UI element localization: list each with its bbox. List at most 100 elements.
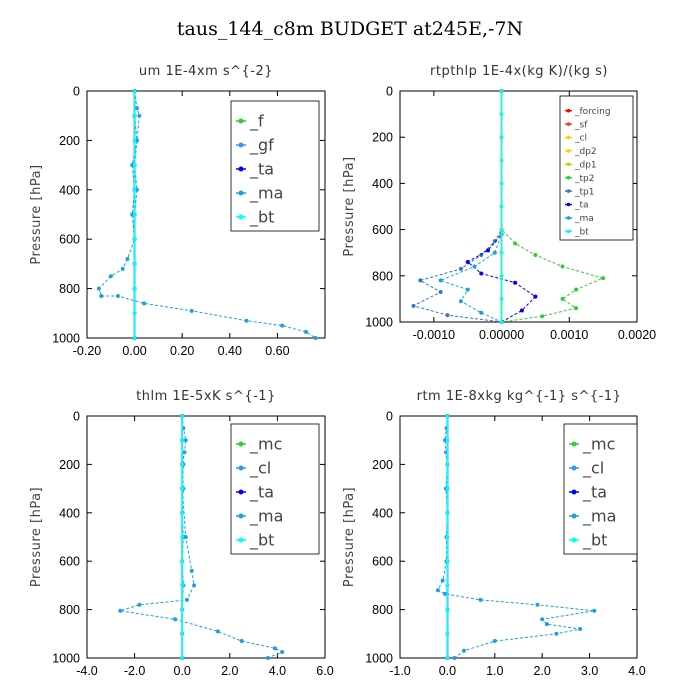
data-point-bt (180, 438, 184, 443)
data-point-bt (180, 559, 184, 563)
data-point-bt (132, 188, 137, 192)
legend-marker (238, 166, 244, 172)
legend-box (563, 423, 638, 555)
data-point-bt (180, 632, 184, 636)
legend-box (559, 95, 634, 241)
legend: _mc _cl _ta _ma _bt (230, 423, 320, 555)
legend-marker (571, 441, 577, 447)
data-point-bt (499, 250, 504, 255)
x-tick-label: 0.00 (122, 344, 146, 358)
series-line-ma (437, 416, 595, 659)
x-tick-label: 2.0 (221, 664, 238, 678)
y-tick-label: 200 (372, 458, 393, 472)
data-point-cl (182, 450, 187, 455)
data-point-tp1 (418, 278, 423, 283)
figure-title: taus_144_c8m BUDGET at245E,-7N (176, 18, 524, 40)
legend-marker (238, 465, 244, 471)
data-point-tp2 (540, 314, 545, 319)
legend-label: _bt (249, 531, 274, 551)
data-point-tp1 (438, 289, 443, 294)
x-tick-label: 0.0010 (550, 328, 588, 342)
legend-label: _ta (249, 483, 274, 503)
data-point-ma (120, 266, 125, 271)
data-point-bt (445, 656, 450, 660)
data-point-ma (452, 656, 457, 660)
data-point-bt (180, 511, 184, 515)
data-point-ma (265, 656, 270, 660)
legend-label: _mc (582, 435, 615, 455)
plot-frame (86, 415, 326, 659)
data-point-ma (535, 602, 540, 607)
y-tick-label: 0 (73, 410, 80, 424)
x-tick-label: -2.0 (124, 664, 146, 678)
panel-title: thlm 1E-5xK s^{-1} (136, 389, 276, 404)
data-point-bt (180, 486, 184, 491)
data-point-bt (445, 583, 450, 588)
data-point-ma (215, 629, 220, 634)
x-tick-label: 0.0 (439, 664, 456, 678)
legend-marker (238, 142, 244, 148)
chart-panel-1: um 1E-4xm s^{-2} Pressure [hPa] -0.20 0.00 0… (29, 64, 326, 358)
data-point-bt (499, 158, 504, 163)
legend-marker (566, 135, 571, 140)
legend-marker (571, 489, 577, 495)
data-point-bt (180, 535, 184, 539)
data-point-bt (445, 559, 450, 563)
legend-marker (238, 190, 244, 196)
legend-label: _dp2 (574, 147, 597, 157)
data-point-cl (183, 438, 188, 443)
legend: _forcing _sf _cl _dp2 _dp1 _tp2 _tp1 _ta _ma _bt (559, 95, 634, 241)
data-point-gf (134, 106, 139, 111)
legend-marker (238, 489, 244, 495)
data-point-bt (499, 181, 504, 186)
data-point-ta (486, 248, 491, 253)
data-point-tp2 (533, 253, 538, 258)
legend-label: _mc (249, 435, 282, 455)
x-tick-label: 4.0 (628, 664, 645, 678)
y-tick-label: 800 (59, 603, 80, 617)
x-tick-label: 0.20 (170, 344, 194, 358)
data-point-bt (132, 212, 137, 217)
x-tick-label: 0.0020 (618, 328, 656, 342)
data-point-ma (443, 591, 448, 596)
y-tick-label: 400 (59, 183, 80, 197)
data-point-ta (465, 259, 470, 264)
data-point-ma (313, 336, 318, 340)
data-point-ma (108, 274, 113, 279)
legend-marker (566, 216, 571, 220)
legend-marker (571, 537, 577, 543)
legend-label: _bt (574, 227, 589, 237)
data-point-bt (180, 656, 184, 660)
data-point-ma (280, 649, 285, 654)
data-point-bt (499, 112, 504, 116)
legend-label: _f (249, 112, 264, 132)
data-point-ma (544, 622, 549, 627)
y-axis-label: Pressure [hPa] (342, 156, 357, 256)
legend-marker (238, 513, 244, 519)
legend-marker (566, 108, 571, 113)
data-point-bt (132, 138, 137, 143)
data-point-tp2 (574, 306, 579, 311)
data-point-bt (132, 89, 137, 93)
x-tick-label: 3.0 (581, 664, 598, 678)
data-point-bt (445, 462, 450, 467)
data-point-bt (132, 286, 137, 291)
legend-label: _sf (574, 120, 588, 130)
data-point-tp2 (560, 264, 565, 269)
legend-label: _dp1 (574, 160, 597, 170)
data-point-ma (478, 597, 483, 602)
y-tick-label: 1000 (52, 652, 80, 666)
x-tick-label: 1.0 (486, 664, 503, 678)
data-point-ma (183, 535, 188, 539)
data-point-ma (435, 588, 440, 593)
y-tick-label: 600 (372, 555, 393, 569)
legend-label: _forcing (574, 107, 611, 117)
data-point-ta (519, 308, 524, 313)
legend-marker (238, 118, 244, 124)
data-point-ma (280, 323, 285, 328)
data-point-ma (239, 639, 244, 644)
data-point-bt (445, 535, 450, 539)
data-point-ma (189, 568, 194, 573)
data-point-ta (513, 280, 518, 285)
